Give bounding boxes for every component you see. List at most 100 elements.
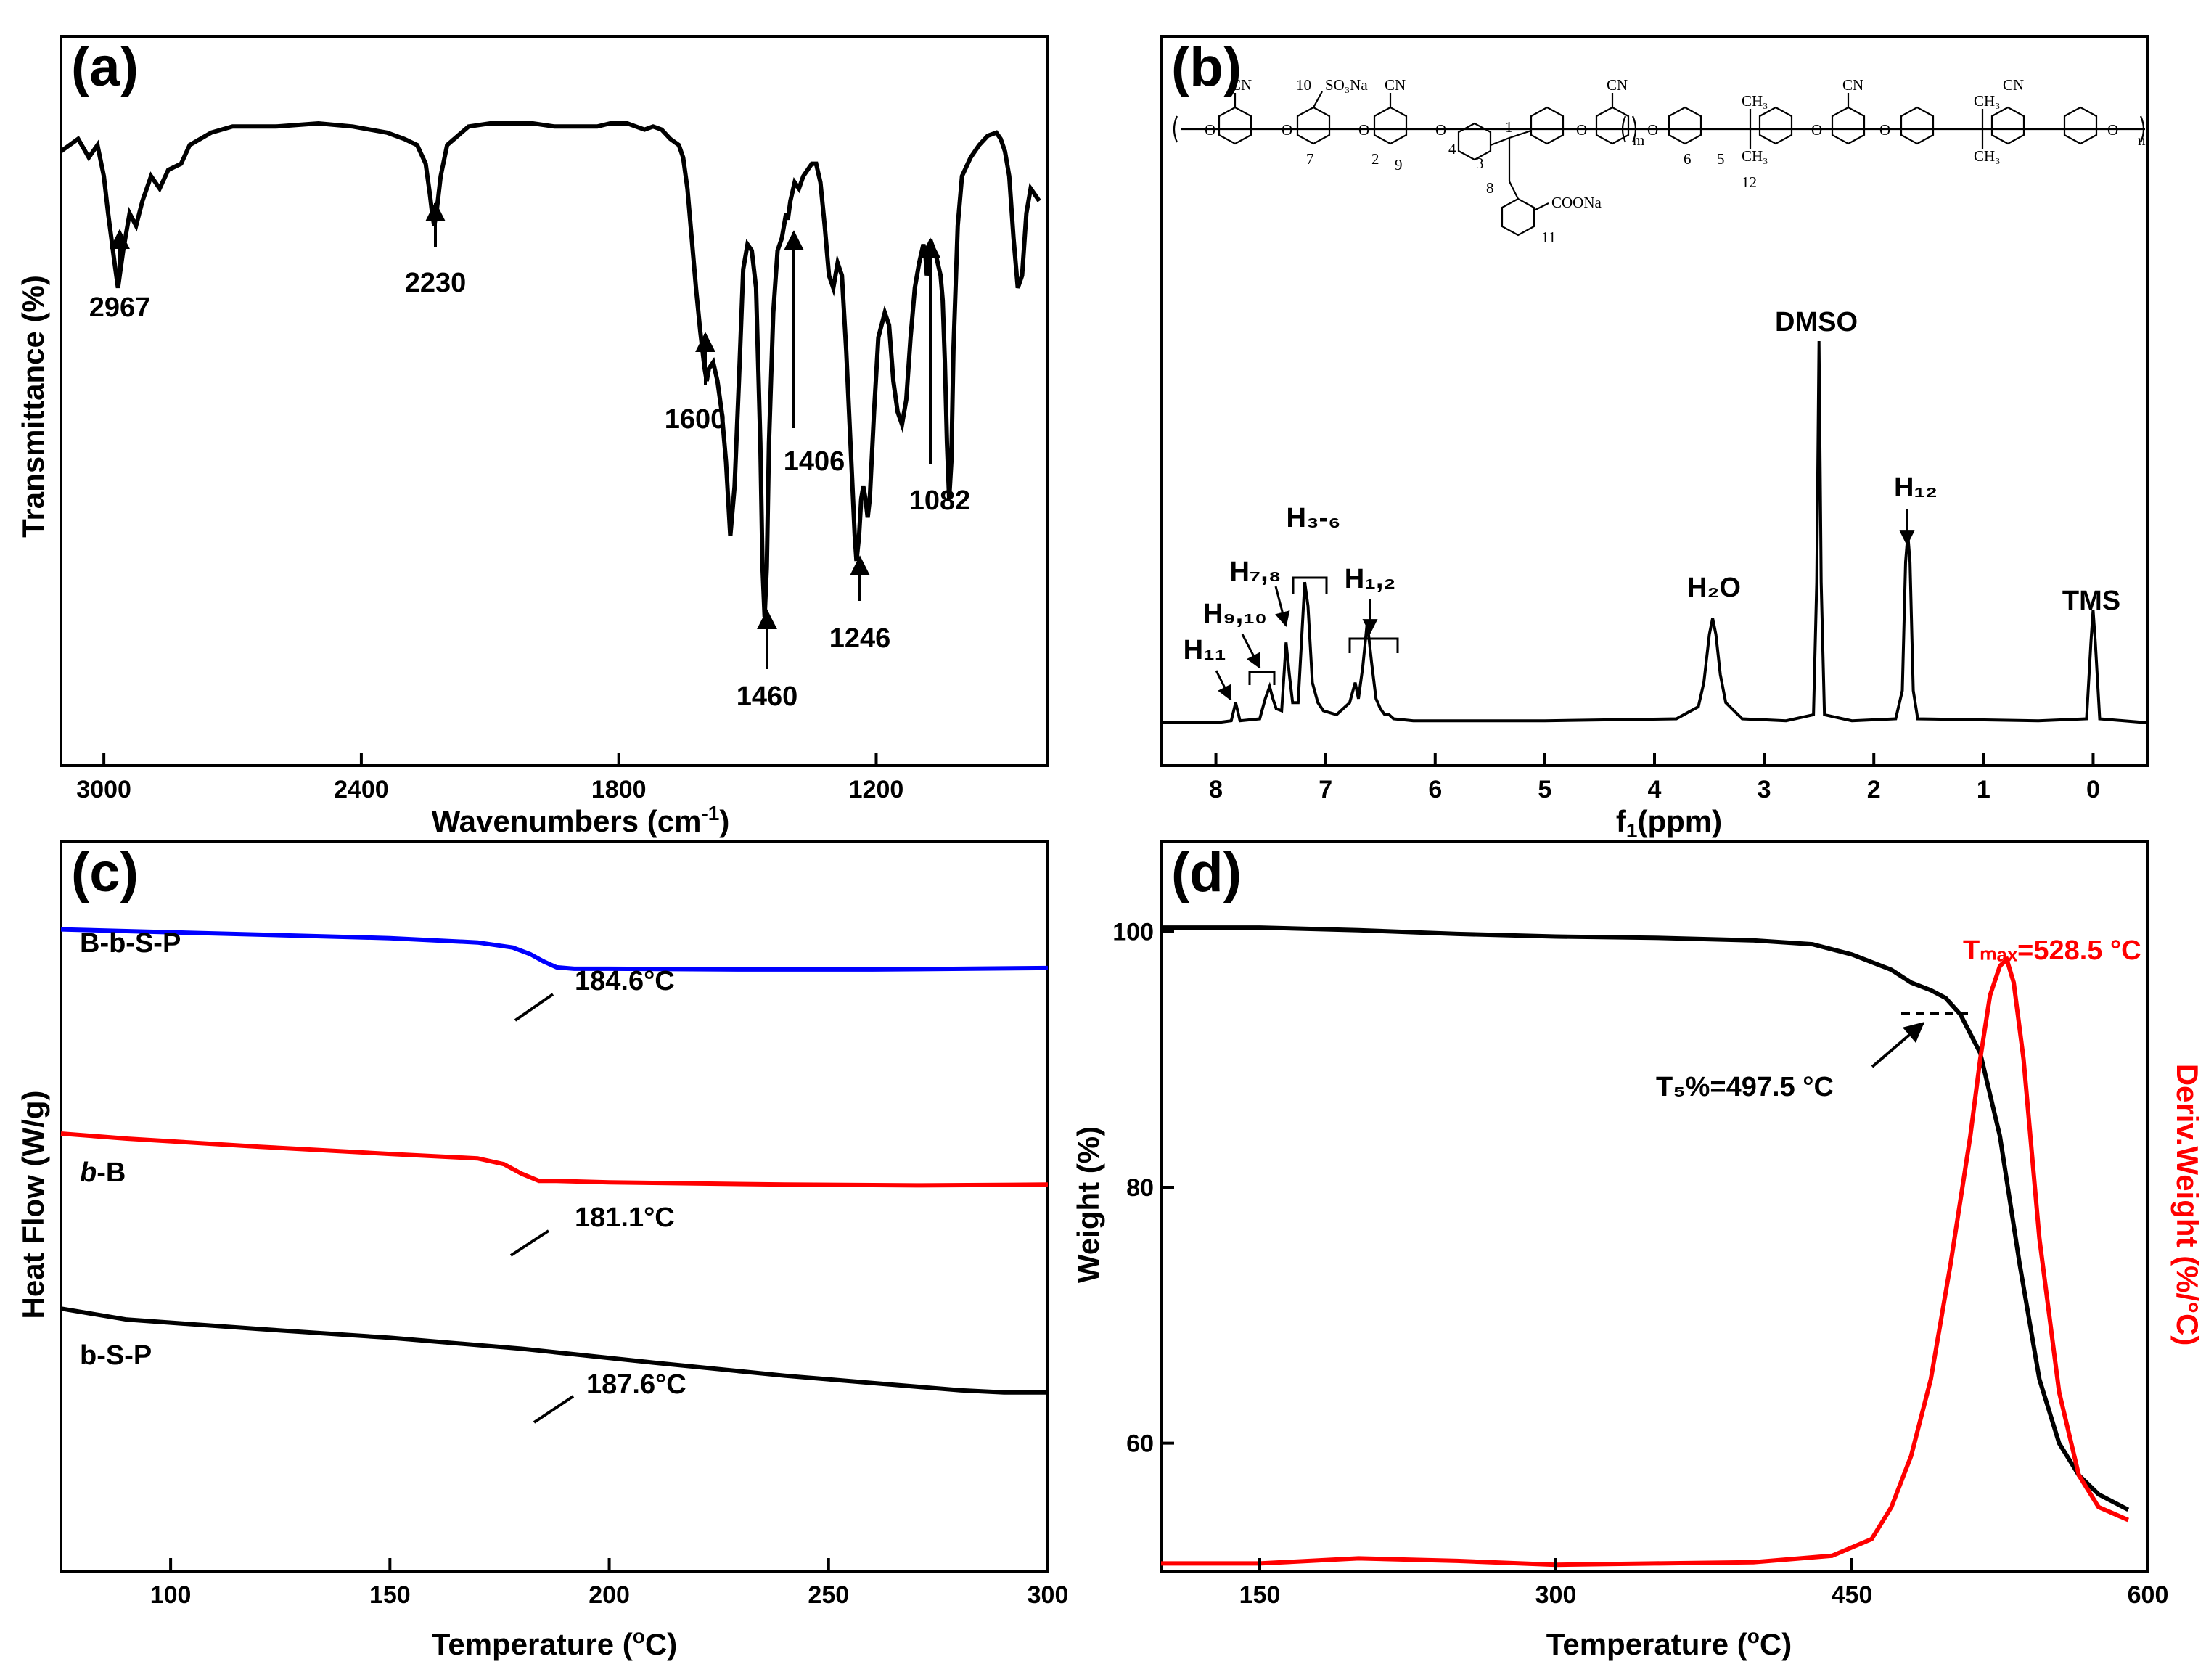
- ytick-label: 100: [1112, 918, 1154, 946]
- xtick-label: 4: [1648, 776, 1662, 803]
- svg-text:11: 11: [1541, 229, 1556, 246]
- chemical-structure: [1173, 91, 2145, 237]
- svg-text:8: 8: [1486, 179, 1494, 197]
- ann-h3-6: H₃-₆: [1287, 503, 1341, 533]
- panel-a-ylabel: Transmittance (%): [16, 275, 50, 538]
- svg-text:CN: CN: [1842, 76, 1863, 94]
- xtick-label: 450: [1832, 1581, 1873, 1609]
- xtick-label: 100: [150, 1581, 192, 1609]
- tg-label-1: 184.6°C: [575, 966, 675, 996]
- ytick-label: 60: [1126, 1430, 1154, 1458]
- ann-2967: 2967: [89, 292, 151, 323]
- series-b-b: [60, 1131, 1049, 1188]
- svg-text:m: m: [1633, 131, 1644, 149]
- ann-1600: 1600: [665, 404, 726, 435]
- svg-text:6: 6: [1684, 150, 1692, 168]
- svg-text:SO₃Na: SO₃Na: [1325, 76, 1368, 94]
- ring-1: [1218, 106, 1252, 145]
- svg-text:O: O: [1647, 121, 1658, 139]
- ann-h1-2: H₁,₂: [1345, 564, 1396, 594]
- panel-c-ylabel: Heat Flow (W/g): [16, 1091, 50, 1319]
- ring-2: [1296, 106, 1331, 145]
- ann-1406: 1406: [784, 446, 845, 477]
- ring-5: [1530, 106, 1565, 145]
- xtick-label: 8: [1209, 776, 1223, 803]
- chemical-structure-text: CN SO₃Na CN CN CN CN CH₃ CH₃ CH₃ CH₃ COO…: [1205, 76, 2146, 246]
- xtick-label: 3: [1758, 776, 1771, 803]
- legend-b-b: b-B: [80, 1157, 126, 1188]
- svg-text:5: 5: [1717, 150, 1725, 168]
- series-b-s-p: [60, 1306, 1048, 1395]
- panel-c-xaxis: 100 150 200 250 300: [150, 1558, 1069, 1609]
- panel-d-xlabel: Temperature (oC): [1546, 1625, 1792, 1661]
- ann-t5: T₅%=497.5 °C: [1656, 1072, 1834, 1102]
- panel-c-frame: [60, 840, 1049, 1573]
- ann-tms: TMS: [2062, 586, 2120, 616]
- ann-dmso: DMSO: [1775, 307, 1858, 337]
- svg-text:CH₃: CH₃: [1742, 147, 1768, 165]
- xtick-label: 2400: [334, 776, 389, 803]
- ann-1082: 1082: [909, 485, 971, 516]
- panel-b-frame: [1160, 35, 2149, 767]
- panel-b-xlabel: f1(ppm): [1616, 804, 1722, 842]
- xtick-label: 1200: [849, 776, 904, 803]
- tg-label-3: 187.6°C: [586, 1369, 686, 1400]
- panel-b-label: (b): [1171, 36, 1242, 98]
- panel-a-label: (a): [71, 36, 139, 98]
- xtick-label: 1800: [591, 776, 647, 803]
- svg-text:7: 7: [1306, 150, 1314, 168]
- ann-1460: 1460: [737, 681, 798, 712]
- xtick-label: 250: [808, 1581, 849, 1609]
- ring-11: [1900, 106, 1935, 145]
- svg-text:10: 10: [1296, 76, 1311, 94]
- svg-text:1: 1: [1505, 118, 1513, 136]
- svg-text:4: 4: [1448, 140, 1456, 157]
- panel-b-spectrum: [1161, 340, 2149, 724]
- svg-text:CH₃: CH₃: [1974, 147, 2001, 165]
- legend-b-s-p: b-S-P: [80, 1340, 152, 1371]
- panel-a-annotations: 2967 2230 1600 1406 1460 1246 1082: [89, 201, 971, 712]
- svg-text:CN: CN: [1231, 76, 1252, 94]
- svg-text:2: 2: [1371, 150, 1379, 168]
- svg-text:CN: CN: [2003, 76, 2024, 94]
- ann-h11: H₁₁: [1184, 635, 1226, 665]
- svg-text:CN: CN: [1385, 76, 1406, 94]
- xtick-label: 5: [1538, 776, 1551, 803]
- ring-12: [1990, 106, 2025, 145]
- panel-c: (c) 100 150 200 250 300 Temperature (oC) Hea…: [16, 840, 1069, 1661]
- panel-d-y2label: Deriv.Weight (%/°C): [2170, 1064, 2205, 1346]
- legend-b-b-s-p: B-b-S-P: [80, 928, 181, 959]
- xtick-label: 2: [1867, 776, 1881, 803]
- panel-d-frame: [1160, 840, 2149, 1573]
- ring-9: [1758, 106, 1793, 145]
- ring-10: [1831, 106, 1866, 145]
- xtick-label: 1: [1977, 776, 1990, 803]
- ann-h7-8: H₇,₈: [1230, 557, 1282, 587]
- svg-text:COONa: COONa: [1551, 194, 1602, 211]
- panel-a-frame: [60, 35, 1049, 767]
- svg-text:n: n: [2138, 131, 2146, 149]
- xtick-label: 200: [589, 1581, 630, 1609]
- svg-text:O: O: [1358, 121, 1369, 139]
- svg-text:12: 12: [1742, 173, 1757, 191]
- ring-4: [1457, 122, 1492, 161]
- ann-2230: 2230: [405, 268, 467, 298]
- xtick-label: 300: [1028, 1581, 1069, 1609]
- svg-text:O: O: [1576, 121, 1587, 139]
- xtick-label: 3000: [76, 776, 131, 803]
- tg-label-2: 181.1°C: [575, 1202, 675, 1233]
- xtick-label: 6: [1428, 776, 1442, 803]
- ring-8: [1668, 106, 1702, 145]
- series-deriv-weight: [1161, 955, 2129, 1568]
- xtick-label: 150: [1239, 1581, 1281, 1609]
- svg-text:O: O: [1205, 121, 1215, 139]
- panel-d-axes: 150 300 450 600 60 80 100: [1112, 918, 2168, 1609]
- svg-text:CH₃: CH₃: [1742, 92, 1768, 110]
- svg-text:CH₃: CH₃: [1974, 92, 2001, 110]
- ring-13: [2063, 106, 2098, 145]
- panel-d: (d) 150 300 450 600 60 80 100 Temperature (oC)…: [1071, 840, 2205, 1661]
- panel-b-xaxis: 8 7 6 5 4 3 2 1 0: [1209, 753, 2100, 803]
- svg-text:O: O: [1435, 121, 1446, 139]
- ann-tmax: Tₘₐₓ=528.5 °C: [1963, 935, 2141, 966]
